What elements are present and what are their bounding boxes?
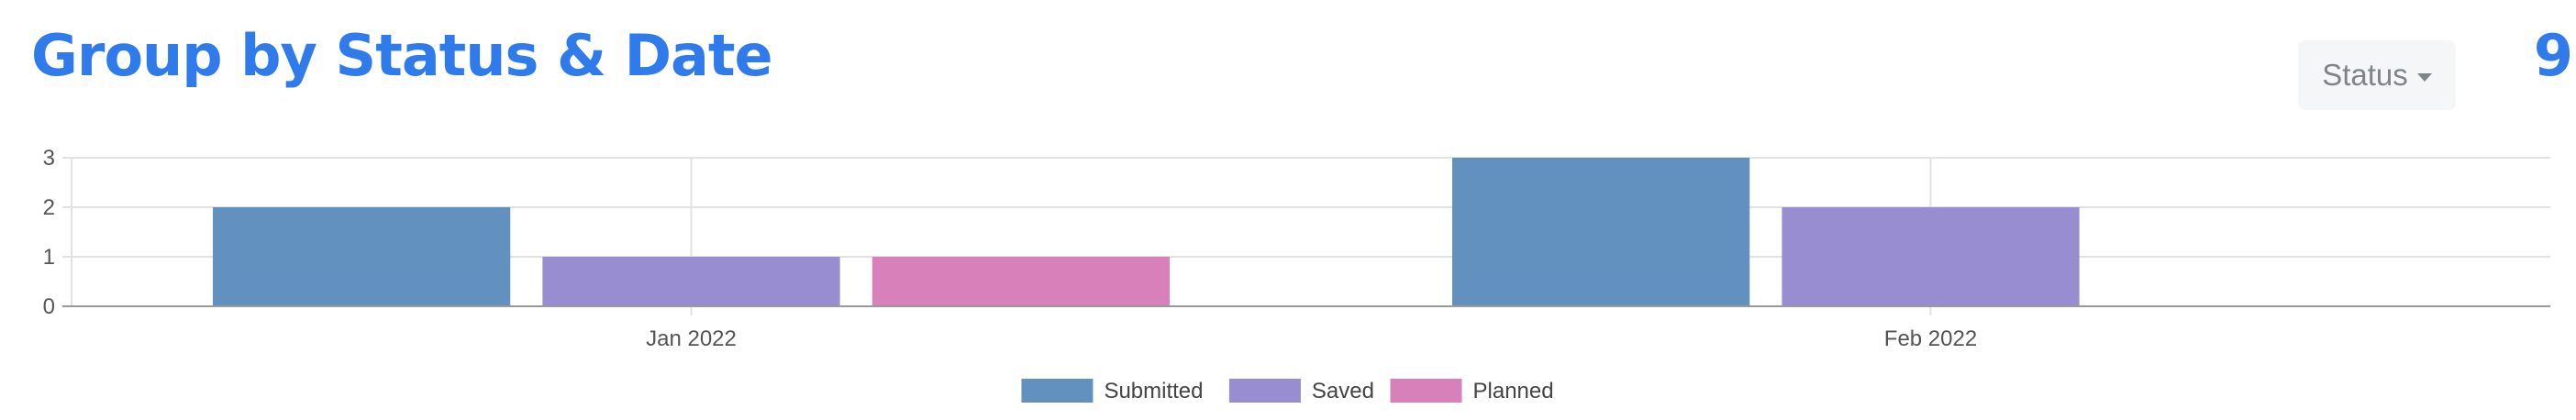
x-tick-label: Feb 2022 xyxy=(1884,326,1977,351)
y-tick-label: 0 xyxy=(43,294,55,319)
status-filter-button[interactable]: Status xyxy=(2298,40,2456,110)
legend-swatch xyxy=(1390,379,1462,403)
caret-down-icon xyxy=(2416,72,2432,82)
y-tick-label: 3 xyxy=(43,146,55,171)
bar-planned xyxy=(872,257,1170,306)
legend-label: Planned xyxy=(1473,379,1554,403)
legend-label: Submitted xyxy=(1104,379,1203,403)
legend-label: Saved xyxy=(1312,379,1374,403)
y-tick-label: 1 xyxy=(43,245,55,270)
y-tick-label: 2 xyxy=(43,195,55,220)
status-button-label: Status xyxy=(2322,58,2408,92)
legend-swatch xyxy=(1228,379,1301,403)
bar-submitted xyxy=(1452,158,1750,306)
x-tick-label: Jan 2022 xyxy=(646,326,737,351)
bar-saved xyxy=(1782,207,2080,306)
bar-submitted xyxy=(213,207,511,306)
page-title: Group by Status & Date xyxy=(31,22,773,89)
total-count: 9 xyxy=(2533,22,2573,89)
bar-saved xyxy=(542,257,840,306)
legend-swatch xyxy=(1021,379,1094,403)
